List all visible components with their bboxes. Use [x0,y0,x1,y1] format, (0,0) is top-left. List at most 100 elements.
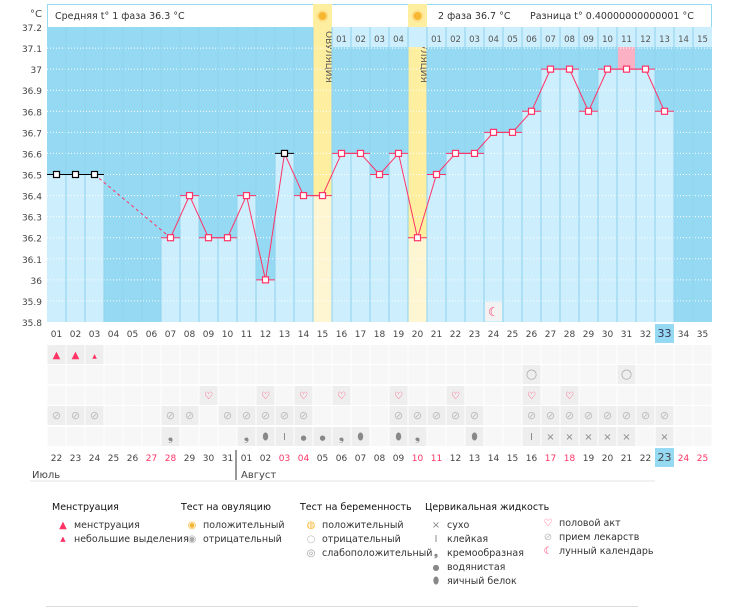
temperature-point[interactable] [394,149,403,158]
temperature-point[interactable] [432,170,441,179]
entry-cell[interactable] [199,345,218,364]
entry-cell[interactable] [484,365,503,384]
entry-cell[interactable] [693,345,712,364]
entry-cell[interactable] [446,345,465,364]
temperature-point[interactable] [242,191,251,200]
entry-cell[interactable] [85,386,104,405]
entry-cell[interactable] [85,365,104,384]
entry-cell[interactable] [142,365,161,384]
entry-cell[interactable] [332,386,351,405]
entry-cell[interactable] [503,427,522,446]
entry-cell[interactable] [674,345,693,364]
temperature-point[interactable] [508,128,517,136]
temperature-point[interactable] [603,65,612,73]
entry-cell[interactable] [313,386,332,405]
entry-cell[interactable] [560,365,579,384]
entry-cell[interactable] [294,386,313,405]
entry-cell[interactable] [104,427,123,446]
entry-cell[interactable] [275,345,294,364]
temperature-point[interactable] [71,170,80,179]
entry-cell[interactable] [351,386,370,405]
entry-cell[interactable] [351,345,370,364]
entry-cell[interactable] [522,345,541,364]
entry-cell[interactable] [66,406,85,425]
entry-cell[interactable] [161,345,180,364]
entry-cell[interactable] [446,386,465,405]
entry-cell[interactable] [427,365,446,384]
entry-cell[interactable] [256,345,275,364]
temperature-point[interactable] [52,170,61,179]
temperature-point[interactable] [261,276,270,284]
entry-cell[interactable] [427,427,446,446]
temperature-point[interactable] [660,107,669,115]
entry-cell[interactable] [256,427,275,446]
temperature-point[interactable] [223,234,232,242]
entry-cell[interactable] [313,427,332,446]
entry-cell[interactable] [408,365,427,384]
entry-cell[interactable] [104,345,123,364]
entry-cell[interactable] [636,365,655,384]
entry-cell[interactable] [522,365,541,384]
entry-cell[interactable] [275,386,294,405]
entry-cell[interactable] [465,427,484,446]
entry-cell[interactable] [47,427,66,446]
entry-cell[interactable] [161,406,180,425]
entry-cell[interactable] [674,406,693,425]
temperature-point[interactable] [565,65,574,73]
entry-cell[interactable] [636,406,655,425]
entry-cell[interactable] [256,406,275,425]
entry-cell[interactable] [408,406,427,425]
entry-cell[interactable] [313,345,332,364]
entry-cell[interactable] [199,406,218,425]
temperature-point[interactable] [584,107,593,115]
entry-cell[interactable] [123,386,142,405]
entry-cell[interactable] [294,345,313,364]
entry-cell[interactable] [218,427,237,446]
entry-cell[interactable] [294,427,313,446]
entry-cell[interactable] [484,406,503,425]
entry-cell[interactable] [408,345,427,364]
entry-cell[interactable] [237,345,256,364]
entry-cell[interactable] [123,427,142,446]
entry-cell[interactable] [503,345,522,364]
entry-cell[interactable] [66,386,85,405]
temperature-point[interactable] [622,65,631,73]
entry-cell[interactable] [47,345,66,364]
entry-cell[interactable] [66,365,85,384]
entry-cell[interactable] [142,386,161,405]
temperature-point[interactable] [318,191,327,200]
entry-cell[interactable] [161,386,180,405]
entry-cell[interactable] [161,427,180,446]
entry-cell[interactable] [465,406,484,425]
entry-cell[interactable] [256,386,275,405]
entry-cell[interactable] [123,406,142,425]
entry-cell[interactable] [47,406,66,425]
entry-cell[interactable] [446,427,465,446]
entry-cell[interactable] [237,427,256,446]
entry-cell[interactable] [180,345,199,364]
entry-cell[interactable] [465,345,484,364]
entry-cell[interactable] [655,345,674,364]
entry-cell[interactable] [617,345,636,364]
entry-cell[interactable] [142,406,161,425]
entry-cell[interactable] [313,365,332,384]
entry-cell[interactable] [180,365,199,384]
entry-cell[interactable] [199,386,218,405]
entry-cell[interactable] [560,345,579,364]
entry-cell[interactable] [370,345,389,364]
entry-cell[interactable] [142,345,161,364]
entry-cell[interactable] [674,365,693,384]
entry-cell[interactable] [598,365,617,384]
temperature-point[interactable] [280,149,289,158]
temperature-point[interactable] [641,65,650,73]
entry-cell[interactable] [351,427,370,446]
temperature-point[interactable] [375,170,384,179]
entry-cell[interactable] [674,386,693,405]
entry-cell[interactable] [598,345,617,364]
temperature-point[interactable] [451,149,460,158]
entry-cell[interactable] [389,345,408,364]
entry-cell[interactable] [85,406,104,425]
entry-cell[interactable] [66,427,85,446]
entry-cell[interactable] [389,406,408,425]
entry-cell[interactable] [47,386,66,405]
